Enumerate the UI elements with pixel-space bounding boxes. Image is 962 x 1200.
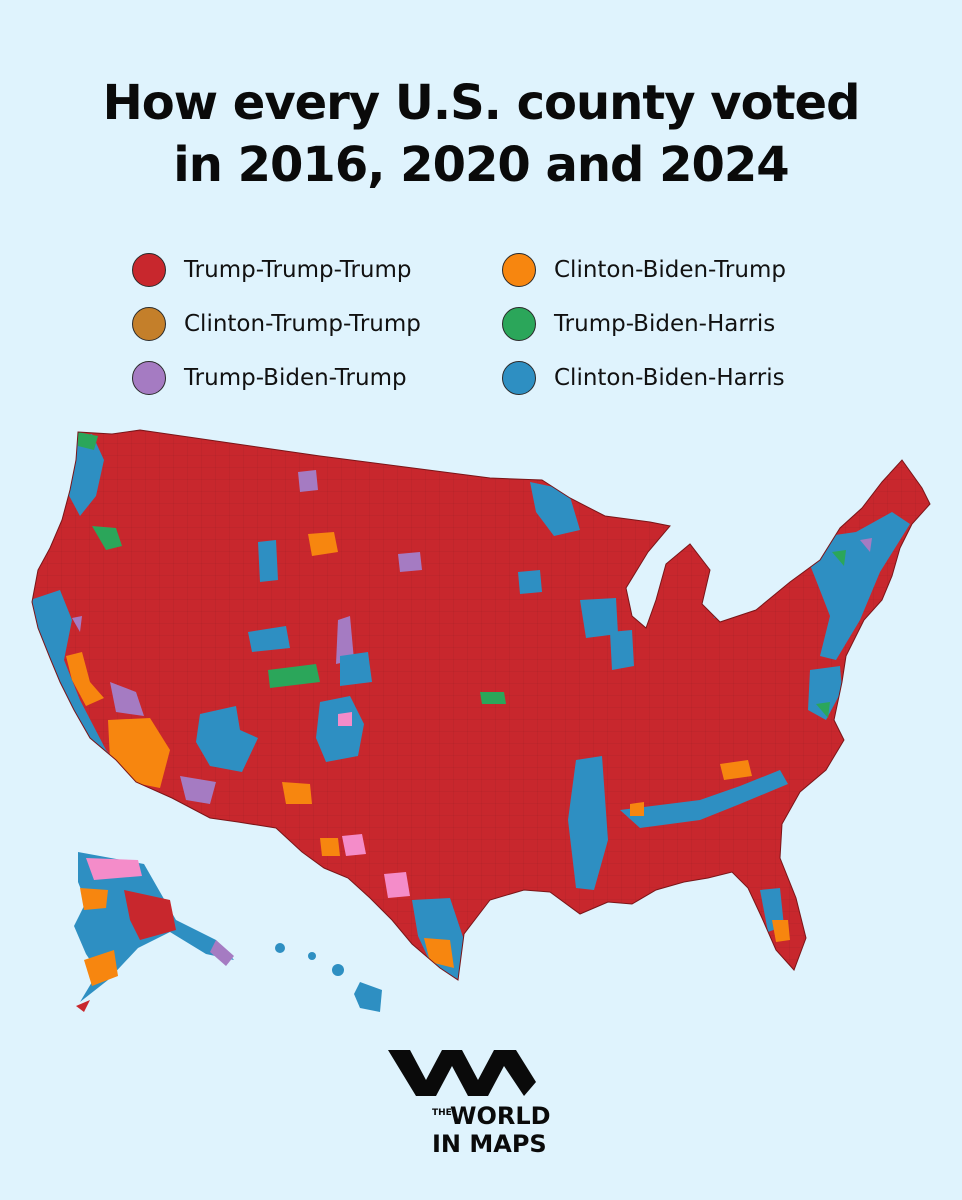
legend-label-clinton-biden-trump: Clinton-Biden-Trump [554, 257, 786, 283]
patch-oregon-green [92, 526, 122, 550]
page-title: How every U.S. county voted in 2016, 202… [0, 72, 962, 196]
logo: THE WORLD IN MAPS [388, 1050, 551, 1160]
title-line-2: in 2016, 2020 and 2024 [173, 137, 789, 193]
title-line-1: How every U.S. county voted [102, 75, 861, 131]
patch-northeast-blue [800, 512, 910, 660]
legend-swatch-trump-trump-trump [132, 253, 166, 287]
patch-dakota-purple [398, 552, 422, 572]
legend: Trump-Trump-Trump Clinton-Trump-Trump Tr… [132, 250, 852, 410]
patch-georgia-orange [720, 760, 752, 780]
legend-swatch-clinton-biden-trump [502, 253, 536, 287]
patch-humboldt-purple [72, 616, 82, 632]
patch-new-hampshire-purple [860, 538, 872, 552]
logo-text-world: WORLD [450, 1102, 551, 1130]
patch-utah-blue [248, 626, 290, 652]
logo-text-the: THE [432, 1108, 452, 1118]
patch-montana-purple [298, 470, 318, 492]
hawaii-maui [332, 964, 344, 976]
patch-west-coast [32, 590, 124, 788]
legend-label-clinton-biden-harris: Clinton-Biden-Harris [554, 365, 785, 391]
patch-pennsylvania-blue [710, 598, 736, 618]
legend-swatch-clinton-trump-trump [132, 307, 166, 341]
world-in-maps-logo-mark [388, 1050, 536, 1096]
patch-texas-pink-1 [384, 872, 410, 898]
alaska-interior-red [124, 890, 176, 940]
alaska [74, 852, 234, 1012]
logo-wm-shape [388, 1050, 536, 1096]
legend-label-trump-trump-trump: Trump-Trump-Trump [184, 257, 412, 283]
patch-alabama-orange [630, 802, 644, 816]
patch-kansas-green [480, 692, 506, 704]
legend-item-trump-biden-harris: Trump-Biden-Harris [502, 304, 775, 344]
patch-black-belt [620, 770, 788, 828]
legend-item-clinton-biden-trump: Clinton-Biden-Trump [502, 250, 786, 290]
legend-item-clinton-biden-harris: Clinton-Biden-Harris [502, 358, 785, 398]
legend-swatch-trump-biden-harris [502, 307, 536, 341]
hawaii-big-island [354, 982, 382, 1012]
us-county-map [31, 429, 931, 1012]
legend-item-trump-trump-trump: Trump-Trump-Trump [132, 250, 412, 290]
alaska-panhandle-purple [210, 940, 234, 966]
patch-new-mexico-orange [282, 782, 312, 804]
patch-arizona-blue [196, 706, 258, 772]
patch-vermont-green [832, 550, 846, 566]
alaska-west-orange [80, 888, 108, 910]
patch-california-purple [110, 682, 144, 716]
patch-central-valley [66, 652, 104, 706]
aleutian-islands [76, 1000, 90, 1012]
legend-swatch-clinton-biden-harris [502, 361, 536, 395]
patch-denver-blue [340, 652, 372, 686]
patch-mid-atlantic-blue [808, 666, 842, 720]
patch-texas-border-orange [424, 938, 454, 968]
patch-montana-orange [308, 532, 338, 556]
patch-wyoming-purple [336, 616, 354, 664]
patch-chicago-blue [610, 630, 634, 670]
legend-swatch-trump-biden-trump [132, 361, 166, 395]
patch-minneapolis-blue [518, 570, 542, 594]
patch-colorado-green [268, 664, 320, 688]
hawaii-oahu [308, 952, 316, 960]
hawaii [275, 943, 382, 1012]
patch-arizona-purple [180, 776, 216, 804]
alaska-north-slope-pink [86, 858, 142, 880]
patch-virginia-green [816, 702, 830, 718]
hawaii-kauai [275, 943, 285, 953]
legend-label-trump-biden-trump: Trump-Biden-Trump [184, 365, 407, 391]
legend-label-clinton-trump-trump: Clinton-Trump-Trump [184, 311, 421, 337]
patch-washington-green [78, 432, 98, 450]
legend-item-clinton-trump-trump: Clinton-Trump-Trump [132, 304, 421, 344]
logo-text-in-maps: IN MAPS [432, 1130, 547, 1158]
patch-montana-blue [258, 540, 278, 582]
patch-mississippi-delta [568, 756, 608, 890]
legend-label-trump-biden-harris: Trump-Biden-Harris [554, 311, 776, 337]
patch-florida-orange [772, 920, 790, 942]
legend-item-trump-biden-trump: Trump-Biden-Trump [132, 358, 407, 398]
alaska-southwest-orange [84, 950, 118, 986]
patch-wisconsin-blue [580, 598, 618, 638]
patch-el-paso-orange [320, 838, 340, 856]
patch-colorado-pink [338, 712, 352, 726]
patch-texas-pink-2 [342, 834, 366, 856]
